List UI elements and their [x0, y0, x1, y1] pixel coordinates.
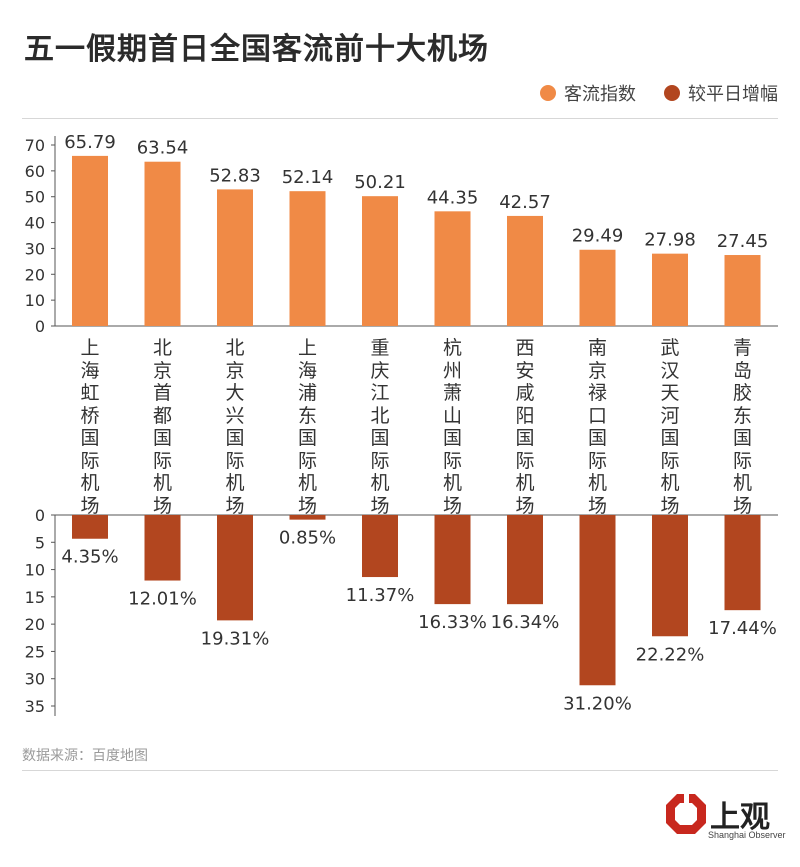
index-value-label: 63.54: [137, 138, 189, 159]
growth-value-label: 16.34%: [491, 612, 560, 633]
index-value-label: 29.49: [572, 226, 624, 247]
growth-bar: [289, 515, 326, 520]
chart-title: 五一假期首日全国客流前十大机场: [24, 32, 489, 67]
growth-bar: [217, 515, 253, 621]
index-value-label: 44.35: [427, 187, 479, 208]
growth-value-label: 19.31%: [201, 628, 270, 649]
index-value-label: 65.79: [64, 132, 116, 153]
index-bar: [72, 155, 108, 326]
category-label: 重庆江北国际机场: [370, 337, 390, 517]
index-bar: [652, 253, 688, 326]
category-label: 北京首都国际机场: [152, 337, 172, 517]
index-bar: [217, 189, 253, 326]
growth-value-label: 31.20%: [563, 693, 632, 714]
growth-value-label: 22.22%: [636, 644, 705, 665]
y-tick-label-bottom: 0: [35, 506, 45, 525]
index-value-label: 50.21: [354, 172, 406, 193]
category-label: 武汉天河国际机场: [660, 337, 680, 517]
growth-bar: [652, 515, 688, 637]
y-tick-label-bottom: 20: [25, 615, 45, 634]
y-tick-label-bottom: 35: [25, 697, 45, 716]
index-bar: [434, 211, 471, 326]
category-label: 上海虹桥国际机场: [80, 337, 100, 517]
growth-bar: [434, 515, 471, 605]
legend-swatch-brown: [664, 85, 680, 101]
y-tick-label-top: 30: [25, 239, 45, 258]
index-bar: [362, 196, 398, 326]
data-source: 数据来源：百度地图: [22, 748, 148, 764]
category-label: 南京禄口国际机场: [587, 337, 607, 517]
logo-mark-icon: [666, 794, 706, 834]
category-label: 北京大兴国际机场: [225, 337, 245, 517]
legend-label-passenger-index: 客流指数: [564, 84, 636, 105]
y-tick-label-top: 60: [25, 162, 45, 181]
growth-bar: [579, 515, 616, 686]
y-tick-label-bottom: 30: [25, 670, 45, 689]
index-value-label: 42.57: [499, 192, 551, 213]
y-tick-label-top: 50: [25, 188, 45, 207]
growth-value-label: 16.33%: [418, 612, 487, 633]
growth-value-label: 0.85%: [279, 528, 336, 549]
index-bar: [289, 191, 326, 326]
category-label: 杭州萧山国际机场: [442, 337, 462, 517]
y-tick-label-bottom: 15: [25, 588, 45, 607]
y-tick-label-top: 20: [25, 265, 45, 284]
footer-divider: [22, 770, 778, 771]
growth-value-label: 4.35%: [61, 547, 118, 568]
y-tick-label-bottom: 10: [25, 561, 45, 580]
index-bar: [724, 255, 761, 326]
category-label: 上海浦东国际机场: [297, 337, 317, 517]
index-bar: [144, 161, 181, 326]
index-value-label: 27.98: [644, 230, 696, 251]
y-tick-label-top: 40: [25, 214, 45, 233]
growth-bar: [724, 515, 761, 611]
logo-text: 上观: [710, 800, 770, 835]
index-value-label: 52.83: [209, 165, 261, 186]
growth-bar: [362, 515, 398, 578]
index-bar: [579, 249, 616, 326]
growth-value-label: 11.37%: [346, 585, 415, 606]
shanghai-observer-logo: 上观 Shanghai Observer: [664, 792, 786, 848]
growth-bar: [507, 515, 543, 605]
logo-subtext: Shanghai Observer: [708, 830, 786, 840]
growth-value-label: 17.44%: [708, 618, 777, 639]
y-tick-label-bottom: 25: [25, 642, 45, 661]
legend-item-growth: 较平日增幅: [664, 80, 778, 106]
growth-bar: [144, 515, 181, 581]
y-tick-label-top: 70: [25, 136, 45, 155]
y-tick-label-bottom: 5: [35, 533, 45, 552]
growth-value-label: 12.01%: [128, 589, 197, 610]
legend-label-growth: 较平日增幅: [688, 84, 778, 105]
index-value-label: 52.14: [282, 167, 334, 188]
category-label: 青岛胶东国际机场: [732, 337, 752, 517]
bar-chart: 0 10 20 30 40 50 60 70 0 5 10 15 20 25 30 35 65.79 4.35% 6…: [25, 132, 778, 716]
category-label: 西安咸阳国际机场: [515, 337, 535, 517]
y-tick-label-top: 0: [35, 317, 45, 336]
header-divider: [22, 118, 778, 119]
index-value-label: 27.45: [717, 231, 769, 252]
legend-swatch-orange: [540, 85, 556, 101]
index-bar: [507, 215, 543, 326]
y-tick-label-top: 10: [25, 291, 45, 310]
growth-bar: [72, 515, 108, 539]
legend-item-passenger-index: 客流指数: [540, 80, 636, 106]
